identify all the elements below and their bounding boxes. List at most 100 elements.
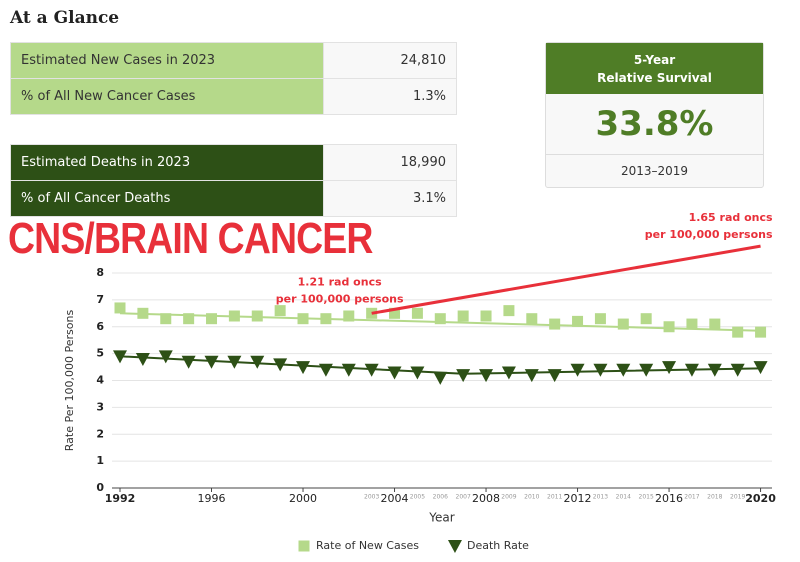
x-minor-tick-label: 2015: [639, 494, 654, 501]
annotation-label: per 100,000 persons: [276, 292, 404, 305]
data-point: [503, 305, 515, 317]
data-point: [547, 369, 562, 383]
data-point: [616, 363, 631, 377]
y-tick-label: 2: [96, 427, 104, 440]
data-point: [593, 363, 608, 377]
header-line: 5-Year: [633, 53, 676, 67]
y-tick-label: 7: [96, 293, 104, 306]
survival-value: 33.8%: [546, 94, 763, 155]
data-point: [434, 313, 446, 325]
data-point: [433, 371, 448, 385]
data-point: [570, 363, 585, 377]
y-tick-label: 3: [96, 400, 104, 413]
cell: 1.3%: [323, 78, 457, 115]
y-tick-label: 6: [96, 320, 104, 333]
data-point: [411, 307, 423, 319]
legend-marker: [298, 540, 310, 552]
x-minor-tick-label: 2003: [364, 494, 379, 501]
section-title: At a Glance: [10, 8, 120, 28]
data-point: [479, 369, 494, 383]
data-point: [273, 358, 288, 372]
annotation-label: 1.65 rad oncs: [689, 211, 773, 224]
cell: 24,810: [323, 42, 457, 79]
x-minor-tick-label: 2005: [410, 494, 425, 501]
survival-box: 5-Year Relative Survival 33.8% 2013–2019: [545, 42, 764, 188]
cell: Estimated New Cases in 2023: [10, 42, 324, 79]
x-minor-tick-label: 2011: [547, 494, 562, 501]
data-point: [684, 363, 699, 377]
deaths-table: Estimated Deaths in 2023 18,990 % of All …: [10, 144, 457, 217]
y-tick-label: 4: [96, 374, 104, 387]
data-point: [113, 350, 128, 364]
annotation-label: per 100,000 persons: [645, 228, 773, 241]
y-tick-label: 1: [96, 454, 104, 467]
data-point: [227, 355, 242, 369]
data-point: [572, 315, 584, 327]
data-point: [456, 369, 471, 383]
y-tick-label: 8: [96, 266, 104, 279]
data-point: [389, 307, 401, 319]
data-point: [341, 363, 356, 377]
x-tick-label: 2008: [472, 492, 500, 505]
x-minor-tick-label: 2014: [616, 494, 631, 501]
cell: 3.1%: [323, 180, 457, 217]
x-tick-label: 1996: [198, 492, 226, 505]
x-tick-label: 2004: [381, 492, 409, 505]
data-point: [549, 318, 561, 330]
data-point: [709, 318, 721, 330]
data-point: [753, 361, 768, 375]
y-tick-label: 5: [96, 347, 104, 360]
data-point: [387, 366, 402, 380]
y-tick-label: 0: [96, 481, 104, 494]
data-point: [686, 318, 698, 330]
x-minor-tick-label: 2013: [593, 494, 608, 501]
cell: Estimated Deaths in 2023: [10, 144, 324, 181]
data-point: [501, 366, 516, 380]
x-tick-label: 2020: [745, 492, 776, 505]
data-point: [640, 313, 652, 325]
data-point: [480, 310, 492, 322]
survival-period: 2013–2019: [620, 164, 689, 178]
x-minor-tick-label: 2006: [433, 494, 448, 501]
cell: % of All Cancer Deaths: [10, 180, 324, 217]
data-point: [639, 363, 654, 377]
data-point: [524, 369, 539, 383]
data-point: [251, 310, 263, 322]
cell: % of All New Cancer Cases: [10, 78, 324, 115]
x-tick-label: 2000: [289, 492, 317, 505]
x-tick-label: 2016: [655, 492, 683, 505]
x-minor-tick-label: 2017: [684, 494, 699, 501]
data-point: [114, 302, 126, 314]
data-point: [320, 313, 332, 325]
data-point: [594, 313, 606, 325]
data-point: [617, 318, 629, 330]
data-point: [410, 366, 425, 380]
legend-label: Death Rate: [467, 539, 529, 552]
data-point: [297, 313, 309, 325]
x-minor-tick-label: 2010: [524, 494, 539, 501]
x-tick-label: 1992: [105, 492, 136, 505]
data-point: [457, 310, 469, 322]
data-point: [158, 350, 173, 364]
x-minor-tick-label: 2018: [707, 494, 722, 501]
data-point: [730, 363, 745, 377]
data-point: [135, 353, 150, 366]
data-point: [343, 310, 355, 322]
x-axis-label: Year: [428, 511, 454, 525]
data-point: [181, 355, 196, 369]
data-point: [250, 355, 265, 369]
legend-label: Rate of New Cases: [316, 539, 419, 552]
x-minor-tick-label: 2007: [456, 494, 471, 501]
survival-header: 5-Year Relative Survival: [546, 43, 763, 94]
data-point: [755, 326, 767, 338]
data-point: [206, 313, 218, 325]
data-point: [663, 321, 675, 333]
headline: CNS/BRAIN CANCER: [8, 214, 373, 263]
y-axis-label: Rate Per 100,000 Persons: [63, 310, 76, 452]
annotation-line: [371, 244, 761, 315]
data-point: [228, 310, 240, 322]
x-tick-label: 2012: [564, 492, 592, 505]
data-point: [137, 307, 149, 319]
data-point: [296, 361, 311, 375]
